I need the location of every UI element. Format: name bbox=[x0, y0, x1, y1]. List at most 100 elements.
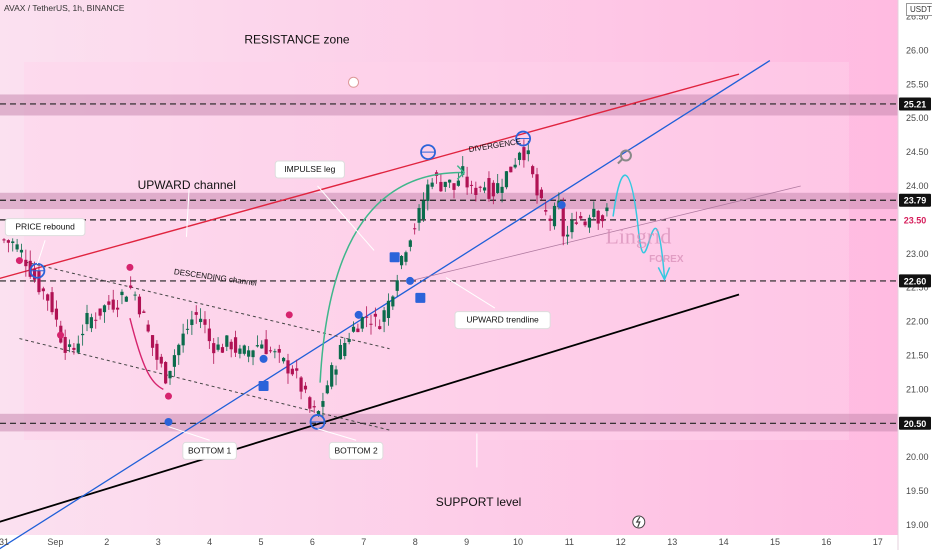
candle-body bbox=[185, 328, 190, 330]
candle-body bbox=[474, 187, 478, 195]
candle-body bbox=[596, 210, 600, 224]
pivot-marker-pink bbox=[164, 392, 172, 400]
y-tick-label: 21.50 bbox=[906, 351, 929, 361]
candle-body bbox=[111, 299, 115, 310]
price-tag-25.21 bbox=[899, 97, 931, 111]
candle-body bbox=[238, 348, 242, 354]
candle-body bbox=[50, 292, 54, 313]
candle-body bbox=[32, 268, 37, 280]
candle-body bbox=[552, 205, 557, 227]
candle-body bbox=[67, 344, 72, 347]
candle-body bbox=[408, 240, 412, 247]
candle-body bbox=[334, 369, 338, 375]
callout-pointer bbox=[445, 277, 496, 309]
candle-body bbox=[330, 365, 334, 387]
candle-body bbox=[290, 368, 294, 375]
candle-body bbox=[24, 259, 28, 267]
bottom1-callout: BOTTOM 1 bbox=[188, 445, 232, 455]
line-faint-trend bbox=[409, 185, 801, 282]
candle-body bbox=[539, 189, 543, 199]
pivot-marker-pink bbox=[15, 257, 23, 265]
candle-body bbox=[41, 288, 45, 292]
candle-body bbox=[124, 296, 128, 302]
x-tick-label: 17 bbox=[873, 537, 883, 547]
impulse-leg-callout-box bbox=[274, 160, 345, 179]
candle-body bbox=[421, 200, 426, 220]
y-tick-label: 25.00 bbox=[906, 113, 929, 123]
candle-body bbox=[133, 294, 137, 296]
x-tick-label: 10 bbox=[513, 537, 523, 547]
callout-pointer bbox=[317, 428, 357, 441]
candle-body bbox=[212, 343, 216, 354]
candle-body bbox=[207, 328, 211, 342]
candle-body bbox=[504, 171, 509, 188]
candle-body bbox=[365, 316, 369, 318]
candle-body bbox=[382, 310, 386, 322]
callout-pointer bbox=[168, 426, 210, 441]
support-label: SUPPORT level bbox=[436, 495, 522, 509]
magnifier-icon bbox=[619, 149, 632, 162]
candle-body bbox=[456, 180, 460, 186]
candle-body bbox=[115, 307, 120, 310]
currency-badge[interactable]: USDT bbox=[906, 3, 932, 16]
candle-body bbox=[137, 296, 142, 315]
y-tick-label: 20.00 bbox=[906, 452, 929, 462]
x-tick-label: 6 bbox=[310, 537, 315, 547]
x-tick-label: 14 bbox=[719, 537, 729, 547]
candle-body bbox=[404, 252, 408, 262]
y-tick-label: 24.50 bbox=[906, 147, 929, 157]
price-rebound-callout-box bbox=[4, 218, 86, 237]
candle-body bbox=[37, 270, 41, 293]
x-tick-label: 31 bbox=[0, 537, 9, 547]
pullback-arrow bbox=[129, 318, 164, 391]
candle-body bbox=[216, 344, 220, 350]
candle-body bbox=[360, 316, 364, 329]
candle-body bbox=[369, 323, 373, 325]
candle-body bbox=[417, 207, 421, 223]
candle-body bbox=[146, 324, 150, 332]
bottom1-callout-box bbox=[182, 441, 237, 460]
candle-body bbox=[430, 182, 434, 187]
candle-body bbox=[203, 319, 207, 325]
channel-highlight bbox=[24, 62, 849, 440]
candle-body bbox=[81, 333, 85, 336]
x-tick-label: 5 bbox=[258, 537, 263, 547]
candle-body bbox=[220, 347, 225, 353]
candle-body bbox=[190, 319, 194, 326]
lightning-glyph bbox=[635, 516, 641, 528]
candle-body bbox=[544, 210, 548, 212]
x-tick-label: Sep bbox=[47, 537, 63, 547]
candle-body bbox=[395, 280, 399, 291]
candle-body bbox=[299, 377, 303, 392]
pivot-marker-blue bbox=[406, 276, 415, 285]
candle-body bbox=[351, 326, 356, 332]
candle-body bbox=[164, 362, 168, 384]
candle-body bbox=[561, 203, 565, 237]
resistance-label: RESISTANCE zone bbox=[244, 33, 349, 47]
candle-body bbox=[11, 241, 15, 244]
price-tag-22.60 bbox=[899, 274, 931, 288]
candle-body bbox=[85, 312, 89, 325]
candle-body bbox=[600, 215, 605, 222]
line-support bbox=[0, 293, 740, 523]
x-tick-label: 7 bbox=[361, 537, 366, 547]
bottom2-callout-box bbox=[328, 441, 384, 460]
bottom2-callout: BOTTOM 2 bbox=[334, 445, 378, 455]
pivot-marker-pink bbox=[126, 263, 134, 271]
y-tick-label: 21.00 bbox=[906, 384, 929, 394]
event-marker-icon bbox=[258, 381, 269, 392]
candle-body bbox=[199, 318, 203, 323]
candle-body bbox=[478, 186, 482, 188]
candle-body bbox=[268, 350, 273, 352]
candle-body bbox=[303, 385, 308, 390]
event-marker-icon bbox=[415, 292, 426, 303]
x-tick-label: 16 bbox=[821, 537, 831, 547]
candle-body bbox=[574, 222, 578, 224]
candle-body bbox=[98, 308, 102, 316]
candle-body bbox=[46, 294, 50, 301]
candle-body bbox=[566, 234, 570, 237]
price-rebound-callout: PRICE rebound bbox=[15, 222, 75, 232]
candle-body bbox=[94, 319, 98, 321]
